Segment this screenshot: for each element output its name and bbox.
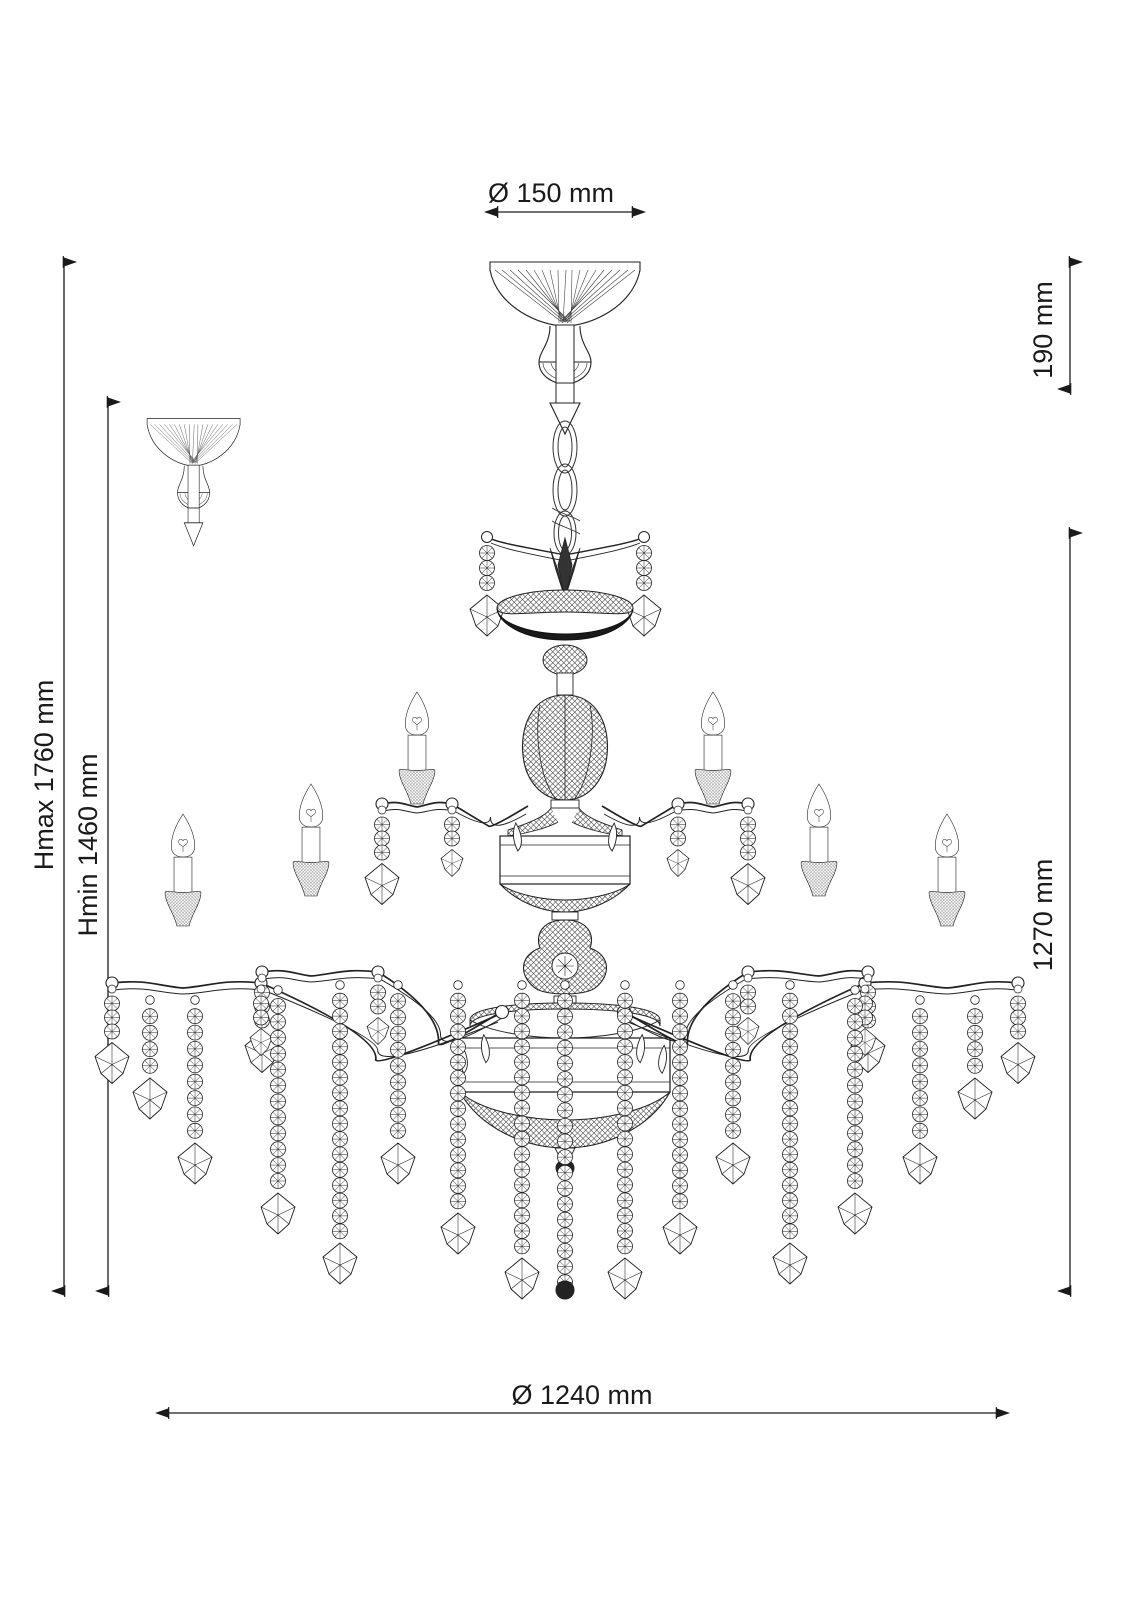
- svg-text:Ø 1240 mm: Ø 1240 mm: [511, 1380, 652, 1410]
- svg-text:Hmin 1460 mm: Hmin 1460 mm: [73, 753, 103, 936]
- svg-text:1270 mm: 1270 mm: [1028, 859, 1058, 972]
- svg-text:190 mm: 190 mm: [1028, 281, 1058, 379]
- svg-text:Hmax 1760 mm: Hmax 1760 mm: [29, 680, 59, 871]
- svg-text:Ø 150 mm: Ø 150 mm: [488, 178, 614, 208]
